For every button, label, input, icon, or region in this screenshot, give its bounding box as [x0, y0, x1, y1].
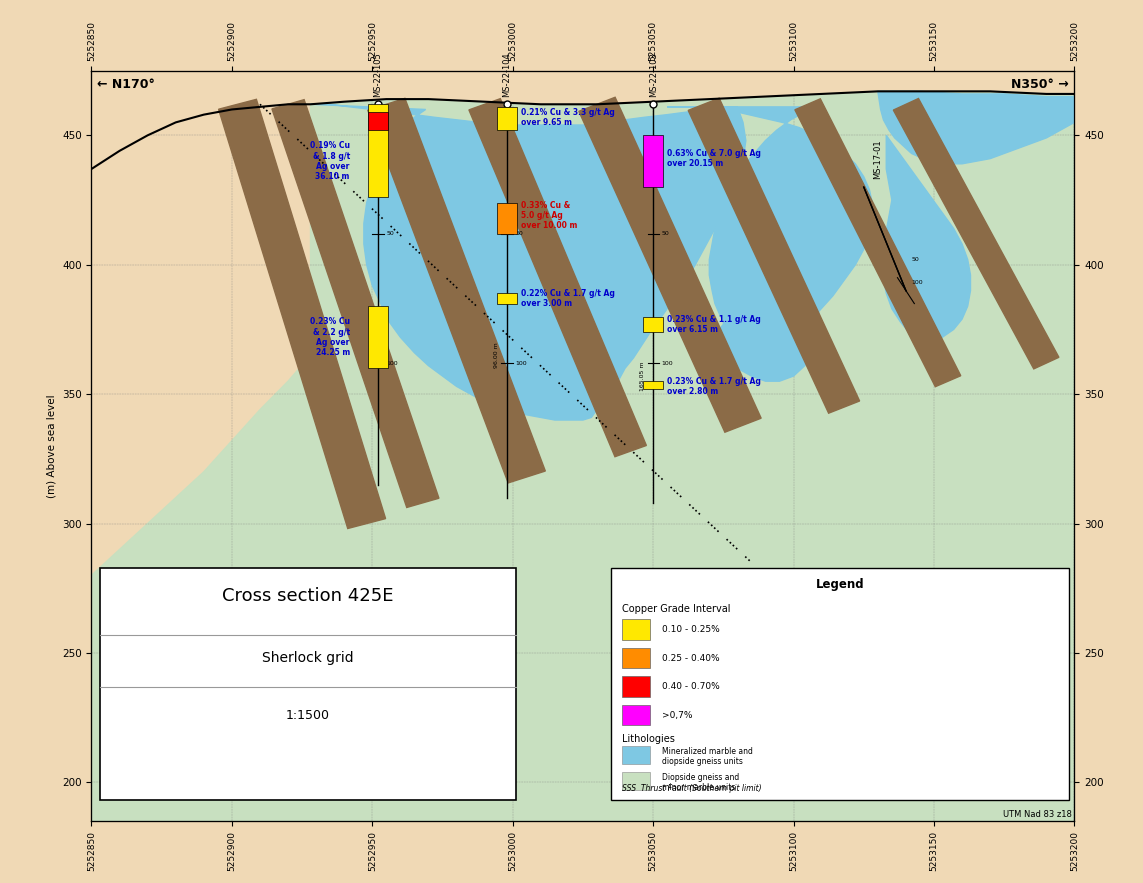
Text: MS-22-103: MS-22-103	[648, 51, 657, 96]
Text: 0.21% Cu & 3.3 g/t Ag
over 9.65 m: 0.21% Cu & 3.3 g/t Ag over 9.65 m	[521, 108, 615, 127]
Text: Copper Grade Interval: Copper Grade Interval	[622, 604, 730, 614]
Polygon shape	[710, 249, 818, 381]
Text: 50: 50	[515, 231, 523, 236]
Text: 0.63% Cu & 7.0 g/t Ag
over 20.15 m: 0.63% Cu & 7.0 g/t Ag over 20.15 m	[668, 149, 761, 169]
Polygon shape	[668, 107, 872, 348]
FancyBboxPatch shape	[612, 568, 1069, 801]
Polygon shape	[311, 104, 746, 420]
Polygon shape	[469, 99, 647, 457]
Polygon shape	[894, 99, 1058, 369]
Bar	[622, 648, 650, 668]
Text: SSS  Thrust Fault (Southern pit limit): SSS Thrust Fault (Southern pit limit)	[622, 784, 762, 793]
Text: 100: 100	[911, 281, 924, 285]
Text: Cross section 425E: Cross section 425E	[222, 587, 393, 605]
Bar	[368, 104, 387, 198]
Polygon shape	[884, 135, 970, 340]
Text: 0.25 - 0.40%: 0.25 - 0.40%	[662, 653, 719, 662]
Text: 100: 100	[386, 360, 398, 366]
Text: 0.10 - 0.25%: 0.10 - 0.25%	[662, 625, 719, 634]
Polygon shape	[578, 97, 761, 432]
Text: 1:1500: 1:1500	[286, 708, 329, 721]
Bar	[497, 293, 517, 304]
Text: 0.19% Cu
& 1.8 g/t
Ag over
36.10 m: 0.19% Cu & 1.8 g/t Ag over 36.10 m	[310, 141, 350, 181]
Polygon shape	[218, 99, 385, 529]
Text: Sherlock grid: Sherlock grid	[262, 651, 353, 665]
Bar	[644, 135, 663, 187]
Text: >0,7%: >0,7%	[662, 711, 692, 720]
Text: 0.23% Cu
& 2.2 g/t
Ag over
24.25 m: 0.23% Cu & 2.2 g/t Ag over 24.25 m	[310, 317, 350, 358]
Text: Legend: Legend	[816, 577, 864, 591]
Text: 0.23% Cu & 1.7 g/t Ag
over 2.80 m: 0.23% Cu & 1.7 g/t Ag over 2.80 m	[668, 377, 761, 396]
Bar	[622, 676, 650, 697]
Text: Diopside gneiss and
minor marble units: Diopside gneiss and minor marble units	[662, 773, 738, 792]
FancyBboxPatch shape	[99, 568, 515, 801]
Bar	[368, 112, 387, 130]
Text: Mineralized marble and
diopside gneiss units: Mineralized marble and diopside gneiss u…	[662, 747, 752, 766]
Bar	[622, 772, 650, 790]
Text: 165.05 m: 165.05 m	[640, 361, 645, 391]
Bar	[497, 202, 517, 234]
Polygon shape	[794, 99, 961, 387]
Bar	[622, 705, 650, 726]
Polygon shape	[688, 98, 860, 413]
Polygon shape	[91, 91, 1074, 821]
Text: N350° →: N350° →	[1012, 79, 1069, 92]
Polygon shape	[272, 100, 439, 508]
Text: 100: 100	[662, 360, 673, 366]
Bar	[622, 746, 650, 765]
Text: ← N170°: ← N170°	[97, 79, 155, 92]
Text: 50: 50	[386, 231, 394, 236]
Bar	[497, 107, 517, 130]
Polygon shape	[878, 91, 1074, 164]
Text: 100: 100	[515, 360, 527, 366]
Text: Lithologies: Lithologies	[622, 734, 676, 743]
Text: MS-17-01: MS-17-01	[873, 140, 882, 179]
Text: MS-22-104: MS-22-104	[503, 52, 512, 96]
Text: 96.00 m: 96.00 m	[494, 343, 498, 368]
Text: 0.33% Cu &
5.0 g/t Ag
over 10.00 m: 0.33% Cu & 5.0 g/t Ag over 10.00 m	[521, 200, 577, 230]
Text: MS-22-105: MS-22-105	[374, 52, 383, 96]
Polygon shape	[368, 98, 545, 483]
Text: 0.40 - 0.70%: 0.40 - 0.70%	[662, 682, 719, 691]
Text: 50: 50	[662, 231, 670, 236]
Bar	[644, 381, 663, 389]
Bar	[368, 306, 387, 368]
Text: UTM Nad 83 z18: UTM Nad 83 z18	[1002, 810, 1072, 819]
Polygon shape	[91, 71, 1074, 169]
Bar	[644, 316, 663, 332]
Text: 50: 50	[911, 257, 919, 262]
Text: 0.22% Cu & 1.7 g/t Ag
over 3.00 m: 0.22% Cu & 1.7 g/t Ag over 3.00 m	[521, 289, 615, 308]
Text: 0.23% Cu & 1.1 g/t Ag
over 6.15 m: 0.23% Cu & 1.1 g/t Ag over 6.15 m	[668, 314, 761, 334]
Y-axis label: (m) Above sea level: (m) Above sea level	[47, 394, 56, 498]
Bar	[622, 619, 650, 640]
